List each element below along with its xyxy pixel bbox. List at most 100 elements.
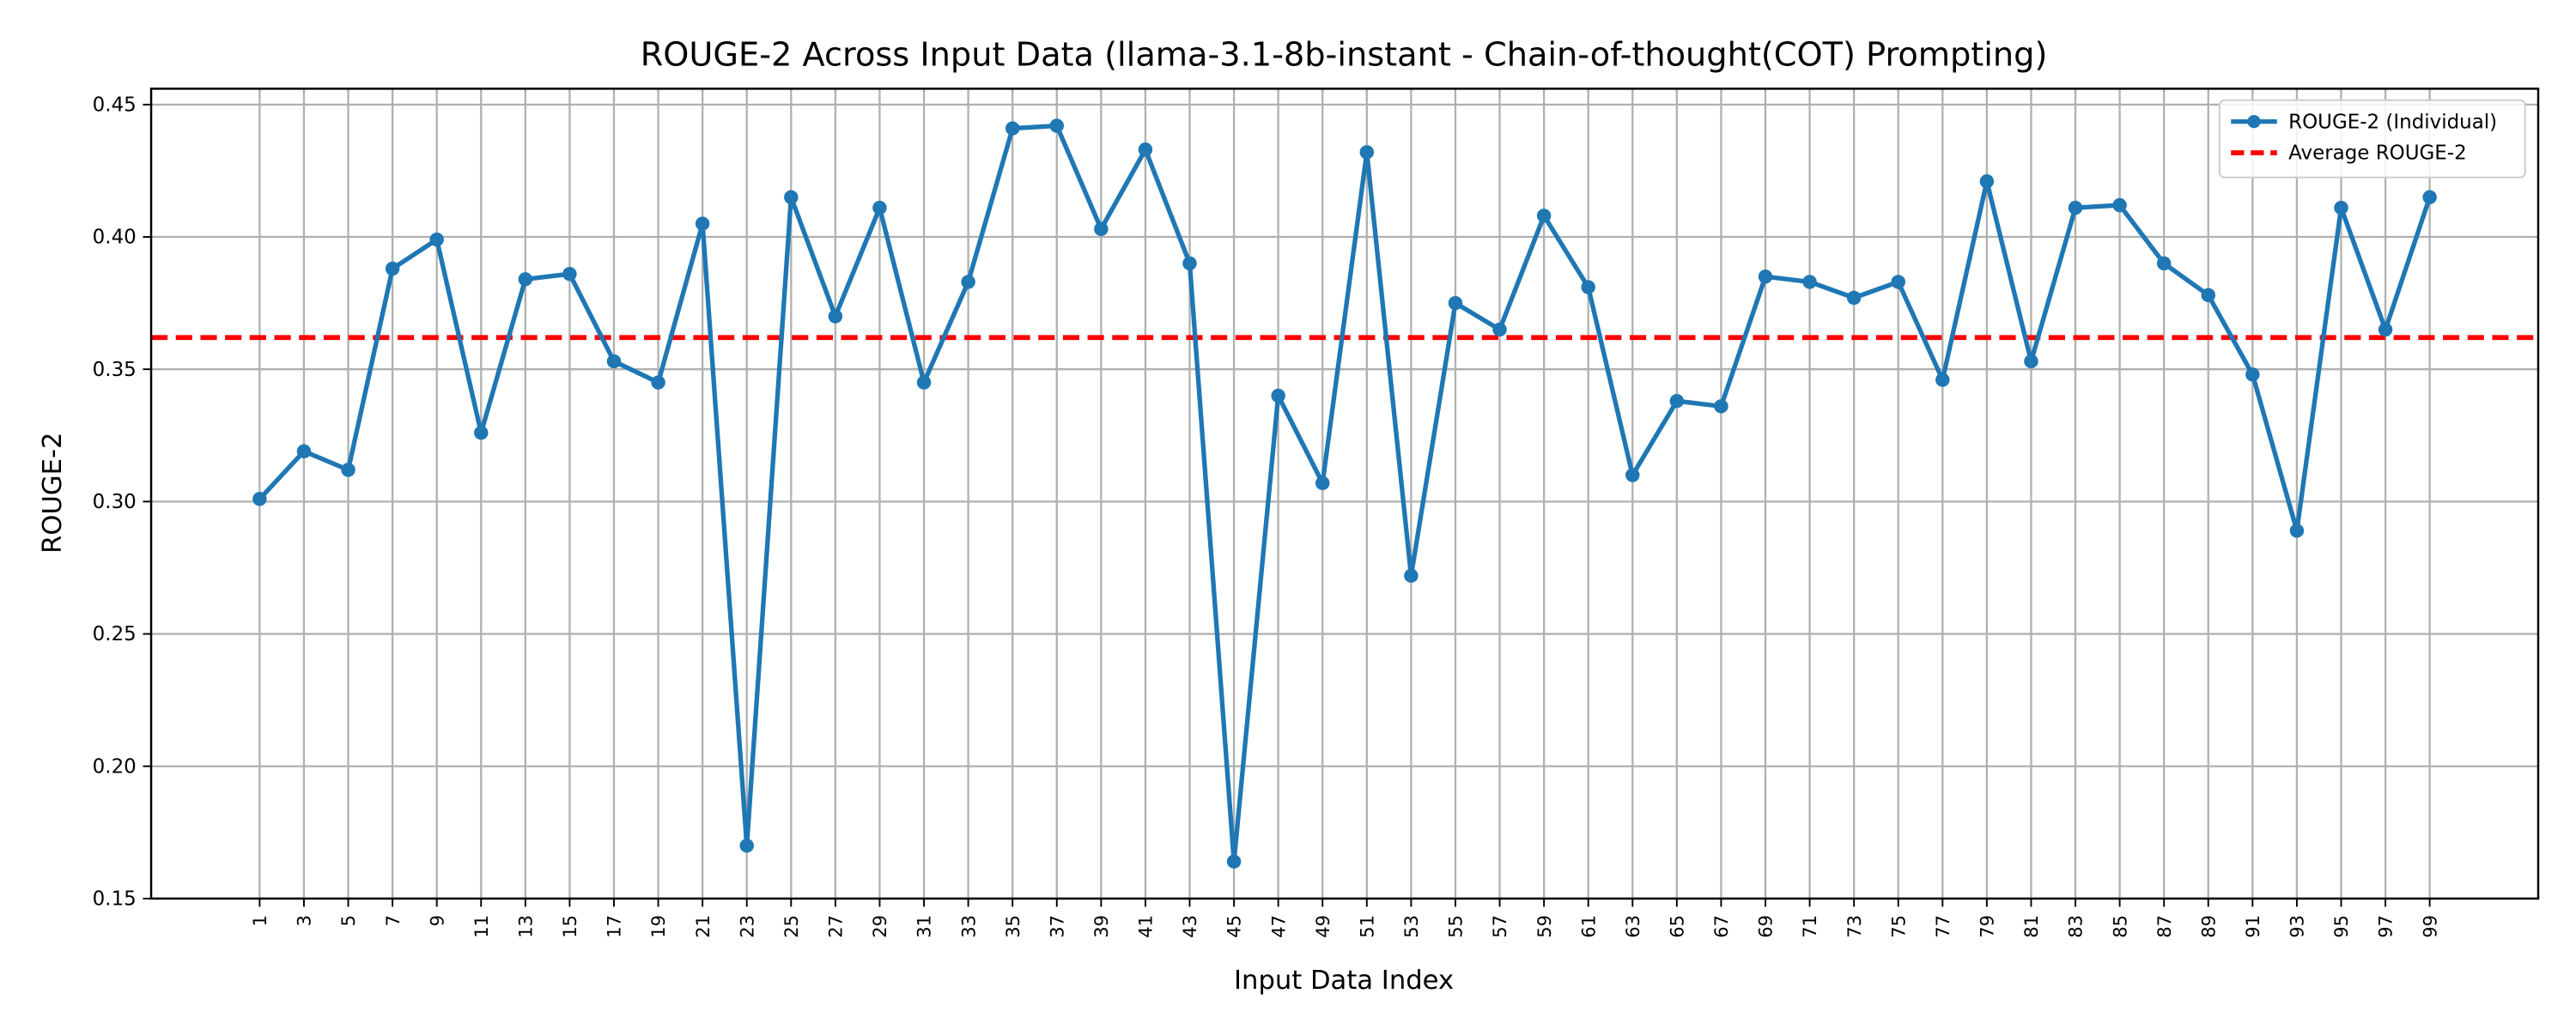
x-tick-label: 27 (825, 915, 847, 938)
x-tick-label: 67 (1710, 915, 1732, 938)
point (2024, 354, 2038, 369)
x-tick-label: 37 (1046, 915, 1067, 938)
x-tick-label: 17 (604, 915, 625, 938)
point (252, 492, 267, 506)
point (296, 444, 312, 459)
point (1802, 275, 1817, 289)
point (2201, 288, 2215, 303)
y-axis-label: ROUGE-2 (38, 432, 68, 553)
point (1979, 174, 1995, 189)
point (961, 275, 975, 289)
x-tick-label: 29 (869, 915, 890, 938)
point (1404, 568, 1419, 583)
point (2422, 190, 2437, 205)
x-tick-label: 63 (1622, 915, 1643, 938)
x-tick-label: 77 (1932, 915, 1953, 938)
point (916, 375, 932, 390)
point (1846, 290, 1862, 306)
x-tick-label: 11 (471, 915, 492, 938)
point (2112, 197, 2127, 213)
point (518, 272, 533, 287)
point (562, 266, 577, 282)
point (1669, 393, 1685, 409)
x-tick-label: 53 (1400, 915, 1422, 938)
x-tick-label: 69 (1755, 915, 1777, 938)
point (1935, 373, 1950, 387)
x-tick-label: 21 (692, 915, 714, 938)
x-tick-label: 35 (1002, 915, 1024, 938)
x-tick-label: 39 (1091, 915, 1112, 938)
legend-label: Average ROUGE-2 (2288, 142, 2467, 165)
x-tick-label: 45 (1224, 915, 1245, 938)
x-tick-label: 5 (337, 915, 359, 926)
x-tick-label: 97 (2375, 915, 2397, 938)
x-axis-label: Input Data Index (1234, 966, 1454, 996)
x-tick-label: 31 (914, 915, 935, 938)
x-tick-label: 43 (1179, 915, 1200, 938)
x-tick-label: 91 (2242, 915, 2263, 938)
point (1005, 121, 1020, 136)
point (1226, 854, 1242, 869)
y-tick-label: 0.25 (93, 623, 137, 645)
point (341, 463, 355, 477)
x-tick-label: 73 (1844, 915, 1865, 938)
x-tick-label: 15 (559, 915, 580, 938)
x-tick-label: 89 (2197, 915, 2219, 938)
point (2245, 367, 2260, 382)
x-tick-label: 75 (1887, 915, 1909, 938)
x-tick-label: 3 (294, 915, 315, 926)
x-tick-label: 59 (1534, 915, 1555, 938)
point (2334, 200, 2348, 215)
point (474, 425, 489, 440)
point (1714, 399, 1728, 414)
x-tick-label: 19 (647, 915, 669, 938)
point (1315, 476, 1330, 491)
legend-box (2218, 99, 2526, 179)
y-tick-label: 0.45 (93, 94, 137, 117)
x-tick-label: 7 (382, 915, 404, 926)
point (739, 838, 754, 853)
x-tick-label: 87 (2154, 915, 2175, 938)
point (385, 261, 400, 276)
x-tick-label: 57 (1489, 915, 1510, 938)
point (1138, 142, 1153, 157)
x-tick-label: 51 (1356, 915, 1377, 938)
point (1581, 280, 1595, 294)
x-tick-label: 83 (2065, 915, 2087, 938)
point (606, 354, 622, 369)
x-tick-label: 41 (1135, 915, 1157, 938)
x-tick-label: 99 (2419, 915, 2440, 938)
x-tick-label: 85 (2109, 915, 2130, 938)
point (1049, 118, 1064, 133)
x-tick-label: 23 (736, 915, 757, 938)
point (872, 200, 887, 215)
y-tick-label: 0.35 (93, 359, 137, 381)
y-tick-label: 0.15 (93, 888, 137, 911)
x-tick-label: 79 (1977, 915, 1998, 938)
chart-title: ROUGE-2 Across Input Data (llama-3.1-8b-… (641, 36, 2048, 75)
legend: ROUGE-2 (Individual) Average ROUGE-2 (2218, 99, 2526, 179)
point (429, 232, 444, 247)
legend-label: ROUGE-2 (Individual) (2288, 111, 2497, 133)
x-tick-label: 71 (1799, 915, 1820, 938)
point (2068, 200, 2083, 215)
point (1094, 221, 1109, 237)
x-tick-label: 55 (1445, 915, 1467, 938)
point (695, 216, 710, 231)
series-line (258, 123, 2433, 864)
point (1758, 270, 1773, 284)
point (1891, 275, 1905, 289)
point (1359, 145, 1375, 160)
y-tick-label: 0.30 (93, 491, 137, 513)
x-tick-label: 61 (1577, 915, 1599, 938)
point (1271, 388, 1285, 403)
point (784, 190, 799, 205)
point (2289, 524, 2305, 538)
point (651, 375, 665, 390)
x-tick-label: 93 (2287, 915, 2308, 938)
point (1182, 256, 1197, 271)
x-tick-label: 47 (1267, 915, 1289, 938)
x-tick-label: 65 (1666, 915, 1687, 938)
point (1448, 295, 1463, 311)
point (2156, 256, 2172, 271)
